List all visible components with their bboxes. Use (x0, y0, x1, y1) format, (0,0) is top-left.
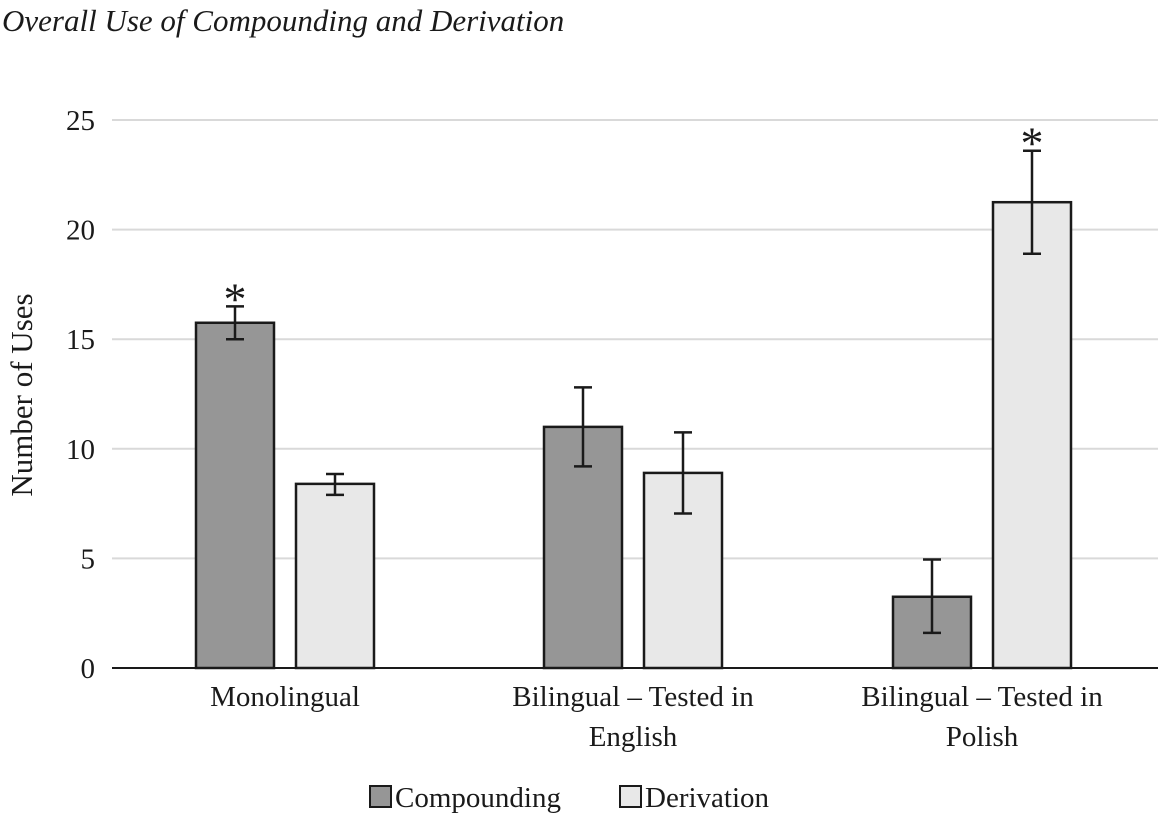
y-tick-label-5: 25 (66, 105, 95, 137)
category-label-1-line-0: Bilingual – Tested in (512, 681, 754, 713)
annotations: ** (224, 118, 1044, 325)
legend-label-compounding: Compounding (395, 782, 561, 814)
error-bar-derivation-1 (674, 431, 692, 515)
bar-compounding-0 (194, 321, 276, 670)
category-label-0-line-0: Monolingual (210, 681, 360, 713)
chart-title: Overall Use of Compounding and Derivatio… (2, 3, 564, 38)
legend: Compounding Derivation (369, 782, 770, 814)
category-label-2-line-0: Bilingual – Tested in (861, 681, 1103, 713)
legend-item-compounding: Compounding (369, 782, 561, 814)
significance-marker-0: * (224, 273, 247, 324)
legend-swatch-derivation (619, 785, 642, 808)
y-tick-label-2: 10 (66, 434, 95, 466)
bar-derivation-2 (991, 200, 1073, 670)
category-label-1-line-1: English (589, 721, 678, 753)
error-bar-compounding-0 (226, 305, 244, 341)
legend-item-derivation: Derivation (619, 782, 770, 814)
legend-label-derivation: Derivation (645, 782, 770, 814)
y-axis-label: Number of Uses (4, 293, 39, 496)
bars (194, 200, 1073, 670)
error-bars (226, 149, 1041, 635)
legend-swatch-compounding (369, 785, 392, 808)
category-labels: Monolingual Bilingual – Tested in English B… (210, 681, 1103, 753)
gridlines (112, 119, 1158, 560)
error-bar-compounding-1 (574, 386, 592, 468)
y-tick-label-4: 20 (66, 215, 95, 247)
y-tick-label-3: 15 (66, 324, 95, 356)
y-tick-label-1: 5 (81, 543, 96, 575)
significance-marker-1: * (1021, 118, 1044, 169)
category-label-2-line-1: Polish (946, 721, 1019, 753)
error-bar-compounding-2 (923, 558, 941, 635)
error-bar-derivation-2 (1023, 149, 1041, 255)
y-tick-label-0: 0 (81, 653, 96, 685)
y-tick-labels: 0 5 10 15 20 25 (66, 105, 95, 685)
bar-derivation-0 (294, 482, 376, 670)
error-bar-derivation-0 (326, 472, 344, 497)
